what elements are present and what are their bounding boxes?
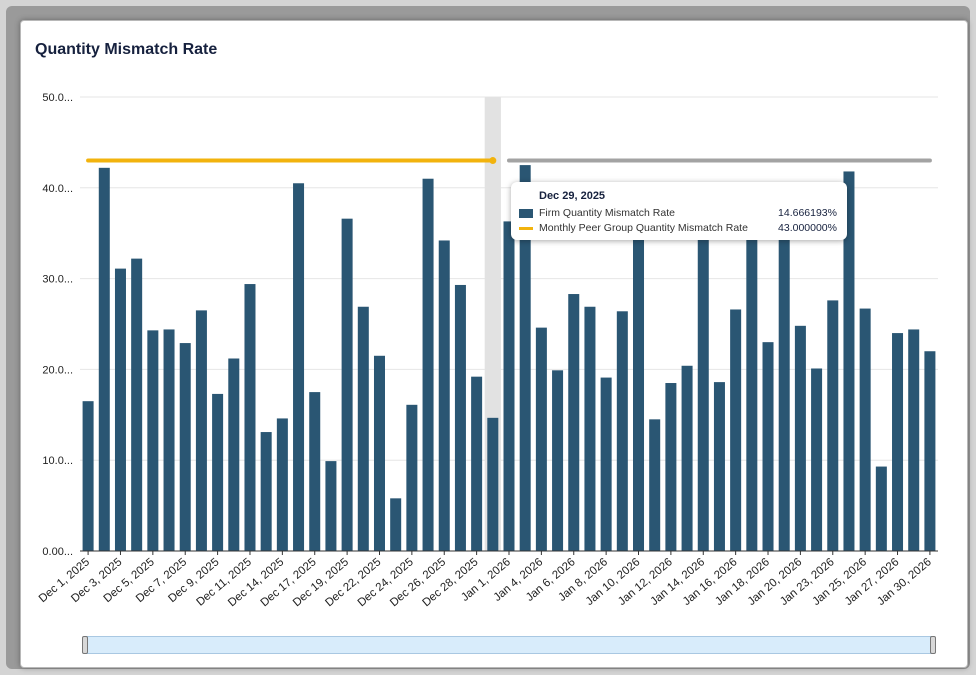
scrollbar-handle-right[interactable] <box>930 636 936 654</box>
bar <box>859 308 871 551</box>
y-tick-label: 20.0... <box>42 364 73 376</box>
bar <box>341 218 353 551</box>
bars <box>82 165 936 552</box>
bar <box>179 343 191 551</box>
bar-swatch-icon <box>519 209 533 218</box>
bar <box>746 233 758 551</box>
bar <box>244 284 256 551</box>
bar <box>568 294 580 551</box>
tooltip-label: Monthly Peer Group Quantity Mismatch Rat… <box>539 222 748 234</box>
bar <box>438 240 450 552</box>
bar <box>260 432 272 551</box>
bar <box>892 333 904 551</box>
tooltip-date: Dec 29, 2025 <box>539 190 606 202</box>
tooltip: Dec 29, 2025 Firm Quantity Mismatch Rate… <box>511 182 847 240</box>
tooltip-row-firm: Firm Quantity Mismatch Rate 14.666193% <box>519 207 837 221</box>
range-scrollbar[interactable] <box>82 636 936 654</box>
tooltip-value: 14.666193% <box>778 207 837 219</box>
bar <box>697 233 709 551</box>
bar <box>487 417 499 551</box>
bar <box>778 233 790 551</box>
chart-title: Quantity Mismatch Rate <box>35 41 218 58</box>
bar <box>309 392 321 551</box>
bar <box>649 419 661 551</box>
bar <box>908 329 920 551</box>
bar <box>713 382 725 551</box>
bar <box>82 401 94 551</box>
chart-card: Quantity Mismatch Rate 0.00... 10.0... 20.… <box>20 20 968 668</box>
x-axis <box>80 550 938 555</box>
bar <box>131 258 143 551</box>
y-tick-label: 30.0... <box>42 274 73 286</box>
bar <box>875 466 887 551</box>
bar <box>325 461 337 551</box>
tooltip-row-peer: Monthly Peer Group Quantity Mismatch Rat… <box>519 222 837 236</box>
bar <box>195 310 207 551</box>
bar <box>519 165 531 551</box>
window-frame: Quantity Mismatch Rate 0.00... 10.0... 20.… <box>6 6 970 669</box>
bar <box>730 309 742 551</box>
bar <box>390 498 402 551</box>
tooltip-label: Firm Quantity Mismatch Rate <box>539 207 675 219</box>
bar <box>794 325 806 551</box>
peer-line-point <box>489 157 497 165</box>
y-tick-label: 0.00... <box>42 546 73 558</box>
bar <box>471 376 483 551</box>
bar <box>454 284 466 551</box>
bar <box>98 167 110 551</box>
bar <box>924 351 936 551</box>
tooltip-value: 43.000000% <box>778 222 837 234</box>
scrollbar-handle-left[interactable] <box>82 636 88 654</box>
bar <box>616 311 628 551</box>
bar <box>276 418 288 551</box>
bar <box>147 330 159 551</box>
bar <box>633 233 645 551</box>
bar <box>293 183 305 551</box>
bar <box>762 342 774 551</box>
bar <box>584 306 596 551</box>
bar-chart: 0.00... 10.0... 20.0... 30.0... 40.0... 50.0.… <box>37 92 938 609</box>
bar <box>811 368 823 551</box>
bar <box>843 171 855 551</box>
bar <box>535 327 547 551</box>
bar <box>600 377 612 551</box>
bar <box>681 365 693 551</box>
bar <box>228 358 240 551</box>
y-tick-labels: 0.00... 10.0... 20.0... 30.0... 40.0... 50.0.… <box>42 92 73 558</box>
bar <box>373 355 385 551</box>
y-tick-label: 40.0... <box>42 183 73 195</box>
bar <box>552 370 564 551</box>
bar <box>827 300 839 551</box>
bar <box>665 383 677 551</box>
peer-lines <box>86 157 932 165</box>
bar <box>422 178 434 551</box>
y-tick-label: 10.0... <box>42 455 73 467</box>
bar <box>163 329 175 551</box>
bar <box>114 268 126 551</box>
bar <box>212 393 224 551</box>
line-swatch-icon <box>519 227 533 230</box>
bar <box>406 404 418 551</box>
y-tick-label: 50.0... <box>42 92 73 104</box>
bar <box>503 221 515 551</box>
bar <box>357 306 369 551</box>
